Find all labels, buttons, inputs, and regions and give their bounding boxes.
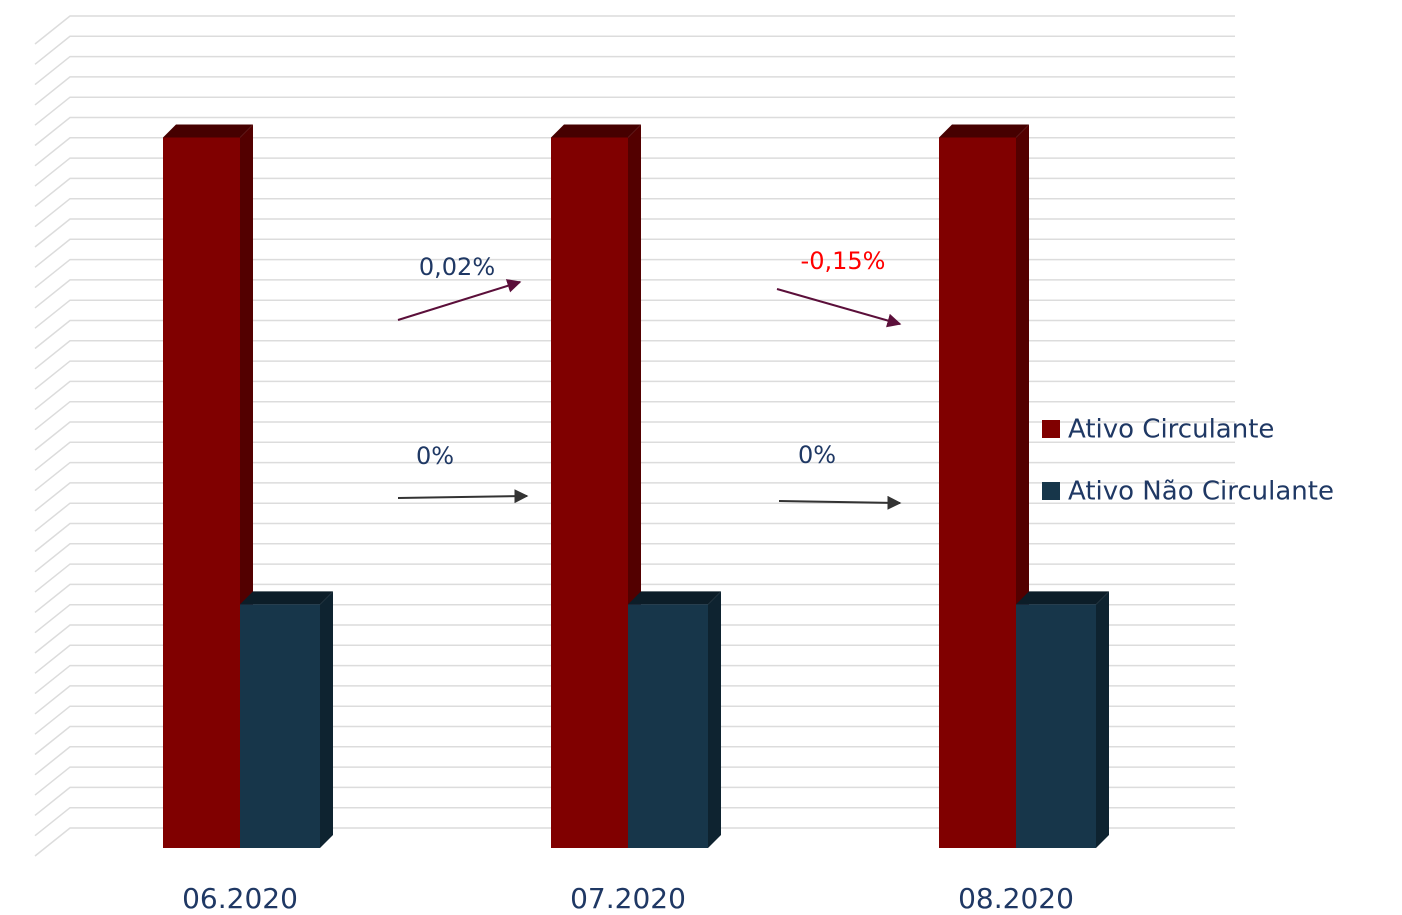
- bar: [551, 124, 641, 848]
- bars: [163, 124, 1109, 848]
- grid-line: [34, 806, 1235, 837]
- grid-line: [34, 400, 1235, 431]
- grid-line: [34, 664, 1235, 695]
- bar-side: [708, 591, 721, 848]
- arrow: [776, 288, 902, 328]
- grid-line: [34, 482, 1235, 512]
- bar-top: [1016, 591, 1109, 605]
- bar: [163, 124, 253, 848]
- grid-line: [34, 299, 1235, 329]
- grid-line: [34, 380, 1235, 410]
- bar-side: [1096, 591, 1109, 848]
- grid-line: [34, 157, 1235, 187]
- bar-top: [240, 591, 333, 605]
- legend-swatch: [1042, 420, 1060, 438]
- grid-line: [34, 461, 1235, 492]
- grid-line: [34, 786, 1235, 816]
- bar-top: [163, 124, 253, 138]
- bar: [1016, 591, 1109, 848]
- grid-line: [34, 827, 1235, 857]
- bar-front: [939, 137, 1016, 848]
- arrow: [397, 489, 529, 504]
- grid-line: [34, 238, 1235, 268]
- grid-line: [34, 55, 1235, 86]
- annotation: 0%: [798, 441, 836, 469]
- bar-front: [551, 137, 628, 848]
- grid-line: [34, 319, 1235, 350]
- grid-line: [34, 543, 1235, 573]
- grid-line: [34, 644, 1235, 674]
- bar-side: [320, 591, 333, 848]
- x-tick-label: 07.2020: [570, 882, 686, 915]
- bar-top: [628, 591, 721, 605]
- grid-line: [34, 360, 1235, 390]
- legend-label: Ativo Circulante: [1068, 415, 1274, 445]
- grid-line: [34, 76, 1235, 106]
- annotation: -0,15%: [801, 247, 886, 275]
- grid-line: [34, 685, 1235, 715]
- grid-line: [34, 603, 1235, 634]
- bar-top: [551, 124, 641, 138]
- grid-line: [34, 35, 1235, 65]
- grid-line: [34, 624, 1235, 654]
- arrow: [778, 495, 902, 510]
- grid-line: [34, 197, 1235, 228]
- bar-front: [240, 604, 320, 848]
- bar: [628, 591, 721, 848]
- grid-line: [34, 258, 1235, 289]
- grid-line: [34, 96, 1235, 126]
- grid-line: [34, 766, 1235, 796]
- grid-line: [34, 583, 1235, 613]
- legend-label: Ativo Não Circulante: [1068, 477, 1334, 507]
- bar-front: [1016, 604, 1096, 848]
- grid-line: [34, 340, 1235, 370]
- x-tick-label: 08.2020: [958, 882, 1074, 915]
- grid-line: [34, 502, 1235, 532]
- grid-line: [34, 218, 1235, 248]
- arrow: [397, 279, 522, 321]
- bar-front: [628, 604, 708, 848]
- grid-line: [34, 279, 1235, 309]
- grid-line: [34, 137, 1235, 167]
- grid-line: [34, 421, 1235, 451]
- grid-line: [34, 725, 1235, 756]
- legend-swatch: [1042, 482, 1060, 500]
- grid-line: [34, 15, 1235, 45]
- grid-line: [34, 116, 1235, 147]
- bar: [939, 124, 1029, 848]
- grid-line: [34, 705, 1235, 735]
- grid-line: [34, 441, 1235, 471]
- grid-line: [34, 177, 1235, 207]
- grid-line: [34, 563, 1235, 593]
- grid-line: [34, 522, 1235, 553]
- annotation: 0,02%: [419, 253, 495, 281]
- x-tick-label: 06.2020: [182, 882, 298, 915]
- bar-top: [939, 124, 1029, 138]
- grid-line: [34, 746, 1235, 776]
- grid: [34, 15, 1235, 857]
- annotation: 0%: [416, 442, 454, 470]
- bar: [240, 591, 333, 848]
- bar-front: [163, 137, 240, 848]
